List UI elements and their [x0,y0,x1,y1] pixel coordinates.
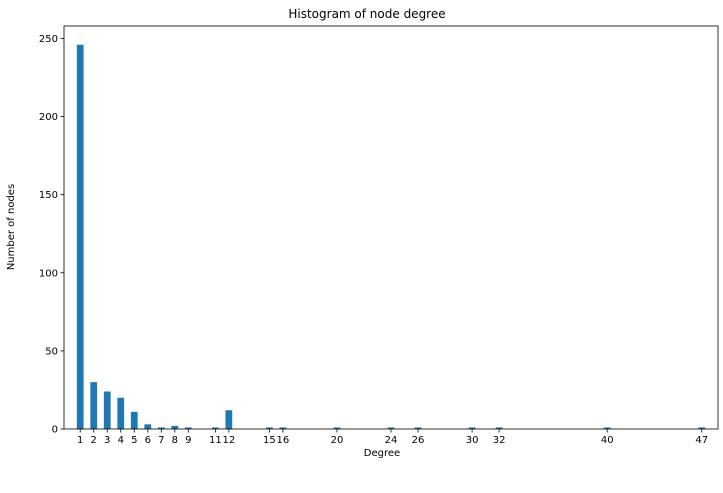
x-tick-label: 20 [331,435,344,446]
bar-degree-24 [387,427,395,429]
y-tick-label: 200 [39,112,58,123]
x-tick-label: 30 [466,435,479,446]
x-tick-label: 8 [172,435,178,446]
x-tick-label: 12 [222,435,235,446]
x-tick-label: 24 [385,435,398,446]
y-tick-label: 150 [39,190,58,201]
x-tick-label: 11 [209,435,222,446]
bar-degree-20 [333,427,341,429]
bar-degree-7 [157,427,165,429]
bar-degree-40 [603,427,611,429]
bar-degree-4 [117,397,125,429]
chart-title: Histogram of node degree [288,7,445,21]
x-tick-label: 4 [118,435,124,446]
y-tick-label: 0 [52,425,58,436]
plot-frame [63,25,719,430]
y-axis-ticks: 0 50 100 150 200 250 [39,34,64,436]
x-tick-label: 1 [77,435,83,446]
x-tick-label: 9 [185,435,191,446]
x-tick-label: 2 [91,435,97,446]
bar-group [76,44,706,429]
bar-degree-3 [103,391,111,429]
y-axis-label: Number of nodes [6,184,17,270]
bar-degree-9 [184,427,192,429]
x-axis-label: Degree [364,448,400,459]
bar-degree-6 [144,424,152,429]
bar-degree-15 [266,427,273,429]
x-tick-label: 16 [277,435,290,446]
bar-degree-5 [130,411,138,429]
bar-degree-12 [225,410,233,429]
bar-degree-16 [279,427,287,429]
bar-degree-8 [171,425,179,429]
bar-degree-1 [76,44,84,429]
x-tick-label: 5 [131,435,137,446]
bar-degree-26 [414,427,422,429]
x-axis-ticks: 1 2 3 4 5 6 7 8 9 11 12 15 16 20 24 26 30 32 40 47 [77,429,708,446]
x-tick-label: 15 [263,435,276,446]
x-tick-label: 40 [601,435,614,446]
bar-degree-47 [698,427,706,429]
y-tick-label: 100 [39,268,58,279]
x-tick-label: 3 [104,435,110,446]
x-tick-label: 47 [695,435,708,446]
y-tick-label: 50 [45,346,58,357]
x-tick-label: 26 [412,435,425,446]
bar-degree-2 [90,382,98,429]
bar-degree-32 [495,427,503,429]
y-tick-label: 250 [39,34,58,45]
bar-degree-30 [468,427,476,429]
x-tick-label: 6 [145,435,151,446]
x-tick-label: 32 [493,435,506,446]
bar-degree-11 [211,427,219,429]
x-tick-label: 7 [158,435,164,446]
